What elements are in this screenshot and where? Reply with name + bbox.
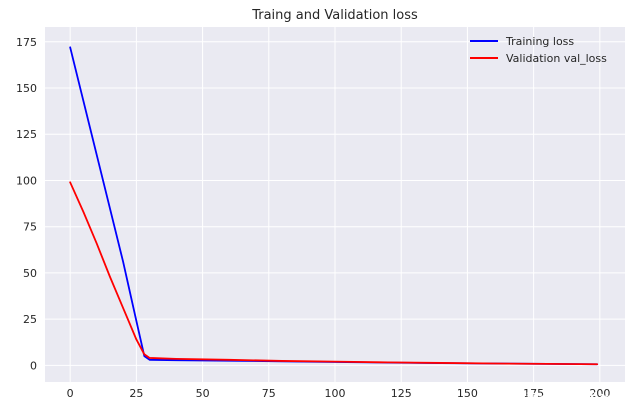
tick-labels: 0 25 50 75 100 125 150 175 200 0 25 50 75 100 125 150 17…: [16, 36, 610, 400]
x-tick-label: 0: [67, 387, 74, 400]
x-tick-label: 25: [129, 387, 143, 400]
series-lines: [69, 46, 599, 366]
x-tick-label: 75: [262, 387, 276, 400]
legend: Training loss Validation val_loss: [470, 35, 607, 65]
x-tick-label: 200: [589, 387, 610, 400]
y-tick-label: 50: [23, 267, 37, 280]
x-tick-label: 100: [325, 387, 346, 400]
legend-label: Validation val_loss: [506, 52, 607, 65]
legend-label: Training loss: [505, 35, 574, 48]
y-tick-label: 125: [16, 128, 37, 141]
grid-lines: [45, 27, 625, 382]
watermark: @稀土掘金技术社区: [514, 390, 622, 405]
x-tick-label: 150: [457, 387, 478, 400]
y-tick-label: 150: [16, 82, 37, 95]
y-tick-label: 0: [30, 359, 37, 372]
y-tick-label: 25: [23, 313, 37, 326]
chart-title: Traing and Validation loss: [251, 8, 418, 23]
y-tick-label: 175: [16, 36, 37, 49]
x-tick-label: 50: [196, 387, 210, 400]
y-tick-label: 100: [16, 174, 37, 187]
x-tick-label: 175: [523, 387, 544, 400]
x-tick-label: 125: [391, 387, 412, 400]
series-line-validation-loss: [69, 181, 599, 366]
y-tick-label: 75: [23, 221, 37, 234]
